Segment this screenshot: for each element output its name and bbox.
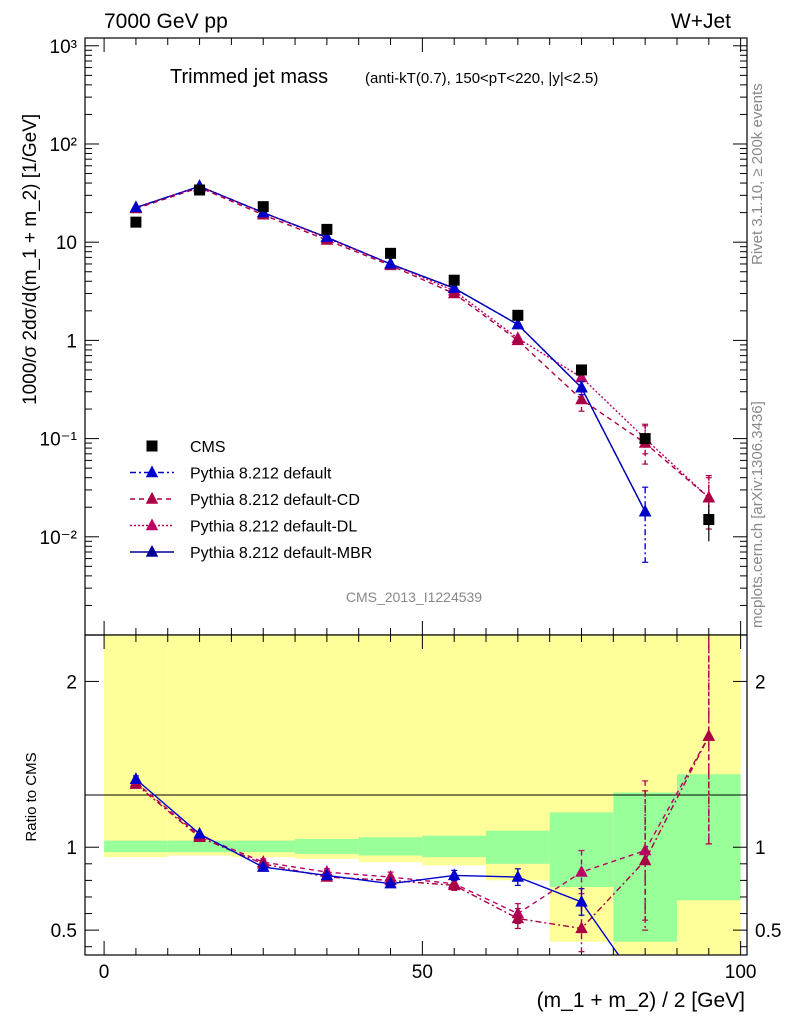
- legend-marker: [145, 465, 159, 478]
- series-point-1: [638, 504, 652, 517]
- ratio-y-tick-label: 1: [66, 838, 77, 859]
- main-y-tick-label: 10³: [50, 37, 77, 58]
- ratio-band-green: [486, 830, 550, 864]
- series-point-1: [320, 230, 334, 243]
- header-left-label: 7000 GeV pp: [104, 10, 228, 33]
- ratio-point-1: [638, 853, 652, 866]
- ratio-band-yellow: [358, 635, 423, 863]
- x-tick-label: 100: [725, 962, 757, 983]
- ratio-point-1: [702, 729, 716, 741]
- legend: CMS Pythia 8.212 default Pythia 8.212 defa…: [130, 439, 372, 562]
- ratio-point-0: [447, 868, 461, 881]
- series-point-2: [511, 333, 525, 346]
- main-y-tick-label: 10: [56, 233, 77, 254]
- ratio-band-yellow: [104, 635, 168, 858]
- ratio-band-yellow: [422, 635, 487, 866]
- cms-point: [130, 216, 142, 228]
- cms-point: [639, 433, 651, 445]
- cms-point: [512, 309, 524, 321]
- cms-point: [257, 201, 269, 213]
- main-y-tick-label: 10²: [50, 135, 77, 156]
- main-y-tick-label: 10⁻²: [40, 528, 78, 549]
- ratio-y-tick-label: 0.5: [51, 921, 77, 942]
- legend-label: Pythia 8.212 default-DL: [190, 519, 357, 536]
- cms-point: [703, 514, 715, 526]
- ratio-y-tick-label-right: 1: [755, 838, 766, 859]
- ratio-point-1: [575, 921, 588, 934]
- rivet-label: Rivet 3.1.10, ≥ 200k events: [749, 83, 766, 265]
- main-y-tick-label: 10⁻¹: [40, 430, 78, 451]
- legend-marker: [145, 491, 159, 504]
- chart-title-group: Trimmed jet mass (anti-kT(0.7), 150<pT<2…: [170, 66, 598, 88]
- ratio-point-0: [511, 870, 525, 882]
- x-tick-label: 50: [412, 962, 433, 983]
- x-axis-label: (m_1 + m_2) / 2 [GeV]: [537, 989, 745, 1012]
- series-point-1: [447, 281, 461, 293]
- ratio-band-green: [231, 840, 296, 853]
- legend-label: CMS: [190, 439, 226, 456]
- ratio-y-axis-label: Ratio to CMS: [23, 752, 40, 841]
- ratio-band-green: [358, 837, 423, 856]
- chart-title: Trimmed jet mass: [170, 66, 328, 88]
- main-panel-frame: [84, 37, 748, 636]
- ratio-point-0: [575, 894, 588, 907]
- ratio-point-2: [575, 865, 588, 877]
- cms-point: [448, 274, 460, 286]
- main-y-axis-label: 1000/σ 2dσ/d(m_1 + m_2) [1/GeV]: [20, 114, 41, 405]
- ratio-series-layer: [129, 635, 716, 955]
- ratio-y-tick-label: 2: [66, 672, 77, 693]
- ratio-point-1: [511, 911, 525, 924]
- series-point-2: [702, 490, 716, 503]
- ratio-point-0: [129, 772, 143, 784]
- series-point-1: [511, 317, 525, 330]
- mcplots-label: mcplots.cern.ch [arXiv:1306.3436]: [749, 401, 766, 628]
- legend-label: Pythia 8.212 default: [190, 466, 332, 483]
- ratio-point-0: [384, 876, 397, 889]
- legend-label: Pythia 8.212 default-CD: [190, 492, 360, 509]
- series-point-1: [575, 380, 588, 393]
- series-point-2: [575, 392, 588, 405]
- series-line-2: [135, 186, 710, 499]
- ratio-band-green: [422, 835, 487, 858]
- legend-marker: [145, 518, 159, 531]
- main-y-tick-label: 1: [66, 331, 77, 352]
- ratio-band-green: [167, 840, 232, 853]
- cms-point: [576, 364, 587, 376]
- ratio-point-1: [447, 878, 461, 891]
- cms-point: [385, 247, 397, 259]
- series-line-1: [135, 185, 646, 513]
- chart-subtitle: (anti-kT(0.7), 150<pT<220, |y|<2.5): [365, 70, 598, 87]
- ratio-point-0: [193, 826, 206, 839]
- ratio-y-tick-label-right: 2: [755, 672, 766, 693]
- cms-point: [321, 223, 333, 235]
- ratio-band-yellow: [167, 635, 232, 856]
- series-point-1: [384, 256, 397, 269]
- legend-marker: [145, 544, 159, 557]
- analysis-label: CMS_2013_I1224539: [346, 589, 482, 605]
- ratio-point-0: [257, 860, 270, 872]
- main-series-layer: [129, 179, 716, 563]
- header-right-label: W+Jet: [671, 10, 731, 33]
- legend-marker-cms: [146, 440, 158, 452]
- ratio-line-2: [135, 735, 710, 915]
- series-line-4: [135, 185, 646, 513]
- ratio-ticks: 0.5 0.5 1 1 2 2 0 50 100: [51, 635, 781, 983]
- ratio-band-green: [104, 840, 168, 853]
- series-point-1: [129, 200, 143, 213]
- ratio-point-0: [320, 868, 334, 881]
- ratio-y-tick-label-right: 0.5: [755, 921, 781, 942]
- ratio-band-yellow: [295, 635, 359, 859]
- ratio-band-green: [295, 838, 359, 854]
- legend-label: Pythia 8.212 default-MBR: [190, 545, 372, 562]
- cms-point: [194, 184, 206, 196]
- ratio-series-group: [129, 635, 716, 955]
- x-tick-label: 0: [99, 962, 110, 983]
- ratio-band-yellow: [231, 635, 296, 858]
- main-y-ticks: 10⁻² 10⁻¹ 1 10 10² 10³: [40, 37, 747, 636]
